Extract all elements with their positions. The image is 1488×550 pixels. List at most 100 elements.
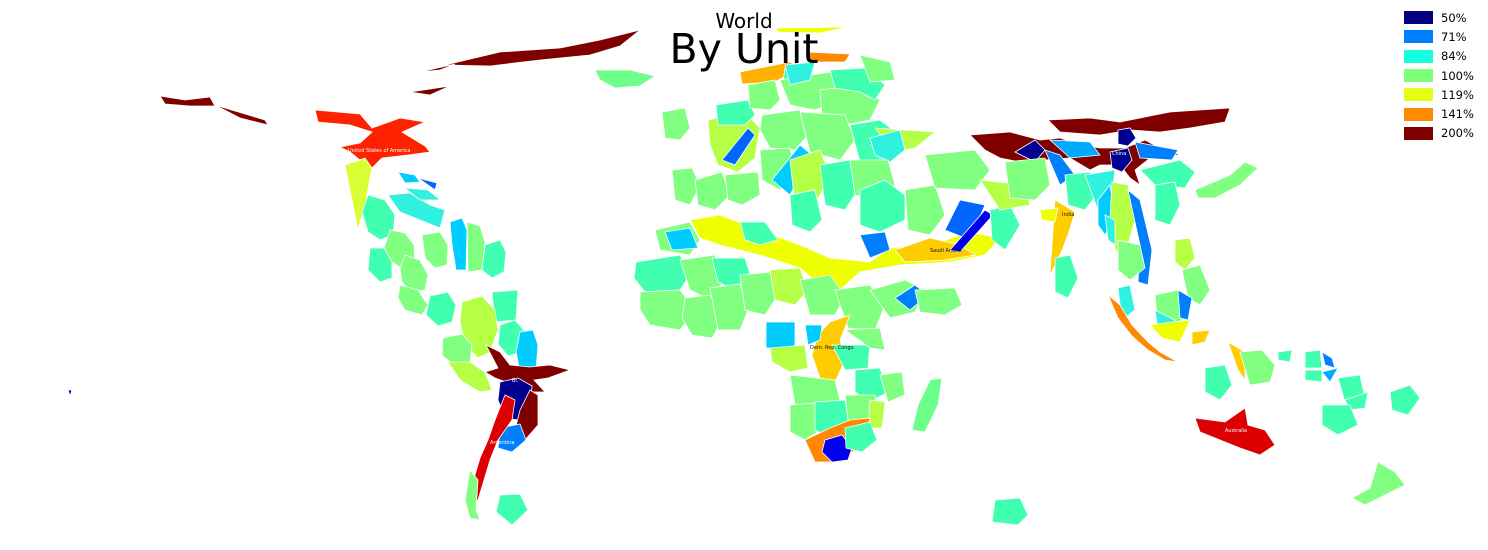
region-china-sky [1048,139,1101,159]
region-china-blue [1134,141,1179,161]
region-af-13 [769,344,809,373]
region-ca-1 [361,194,396,241]
region-indonesia-green [1239,349,1276,386]
region-china-south [1154,181,1181,226]
label-brazil: Br. [512,378,519,384]
region-pacific-dot [67,389,73,398]
legend-swatch [1404,107,1433,121]
region-eu-18 [671,167,701,206]
region-paraguay [497,423,527,453]
region-pacific-4 [1389,384,1421,416]
region-korea [1139,159,1196,189]
label-india: India [1062,212,1075,218]
region-greenland [594,69,656,89]
legend-item: 50% [1404,8,1474,27]
region-eu-16 [819,159,859,211]
region-cuba [403,187,442,201]
region-japan [1194,161,1259,199]
region-af-12 [914,287,963,316]
legend-label: 141% [1441,107,1474,122]
region-philippines-2 [1181,264,1211,306]
region-australia [1194,407,1276,456]
region-af-7 [739,271,779,316]
region-ca-7 [481,239,507,279]
region-iceland [661,107,691,141]
region-central-asia-2 [904,184,946,236]
region-af-18 [879,371,906,403]
region-eu-2 [715,99,756,126]
legend-swatch [1404,88,1433,102]
region-china-navy-ring [1117,127,1137,147]
legend-label: 71% [1441,29,1467,44]
region-sri-lanka [1054,254,1079,299]
legend-label: 84% [1441,49,1467,64]
legend-swatch [1404,11,1433,25]
region-af-15 [843,327,886,351]
legend-label: 119% [1441,87,1474,102]
region-lesotho-mint [844,421,878,453]
region-af-cyan [765,321,796,349]
region-eu-blue [721,127,756,166]
region-alaska-east [159,95,216,107]
legend: 50% 71% 84% 100% 119% 141% 200% [1404,8,1474,143]
region-png-3 [1304,349,1323,369]
region-eu-12 [869,129,906,163]
region-ca-3 [367,247,393,283]
legend-item: 100% [1404,66,1474,85]
region-png-1 [1204,364,1233,401]
region-falklands [495,493,529,526]
region-af-2 [639,289,696,331]
region-blue-ne [859,231,891,259]
legend-item: 141% [1404,104,1474,123]
region-mexico-cyan [397,171,421,184]
region-central-asia-1 [859,179,906,233]
region-eu-15 [789,189,823,233]
region-eu-8 [759,109,809,151]
region-central-asia-3 [924,149,991,191]
legend-label: 100% [1441,68,1474,83]
legend-item: 200% [1404,124,1474,143]
region-ca-5 [421,231,449,269]
region-new-zealand [1351,461,1406,506]
legend-swatch [1404,30,1433,44]
region-ca-9 [425,291,457,327]
region-arctic-strip-2 [409,85,451,96]
region-af-8 [769,267,809,306]
region-pacific-3 [1321,404,1359,436]
region-south-africa [821,434,853,463]
legend-item: 71% [1404,27,1474,46]
legend-item: 119% [1404,85,1474,104]
region-china [1109,147,1133,173]
region-antarctic-mint [991,497,1029,526]
region-argentina [469,394,516,506]
label-dem-rep-congo: Dem. Rep. Congo [810,345,854,351]
region-eu-cyan-top [784,61,816,86]
region-belt-mint [739,221,779,246]
region-scandinavia-orange [804,51,851,63]
legend-swatch [1404,69,1433,83]
region-eu-9 [799,111,856,161]
region-madagascar [911,377,943,433]
region-indonesia-gold-2 [1227,341,1246,382]
region-drc-cyan [804,324,823,346]
region-china-west [1004,157,1051,201]
region-png-blue-2 [1321,367,1339,383]
region-af-14 [831,344,871,371]
map-title: World [715,9,773,33]
region-peru [447,361,493,393]
label-saudi-arabia: Saudi Arabia [930,248,962,254]
legend-swatch [1404,49,1433,63]
region-alaska-strip [214,104,269,126]
label-australia: Australia [1225,428,1248,434]
legend-item: 84% [1404,47,1474,66]
region-usa [314,109,431,169]
legend-label: 50% [1441,10,1467,25]
legend-label: 200% [1441,126,1474,141]
region-indonesia-gold [1191,329,1211,346]
region-mexico-blue [417,177,438,191]
region-af-6 [709,283,749,331]
region-se-asia-cyan [1104,214,1116,246]
region-philippines [1174,237,1196,271]
label-china: China [1112,151,1127,157]
